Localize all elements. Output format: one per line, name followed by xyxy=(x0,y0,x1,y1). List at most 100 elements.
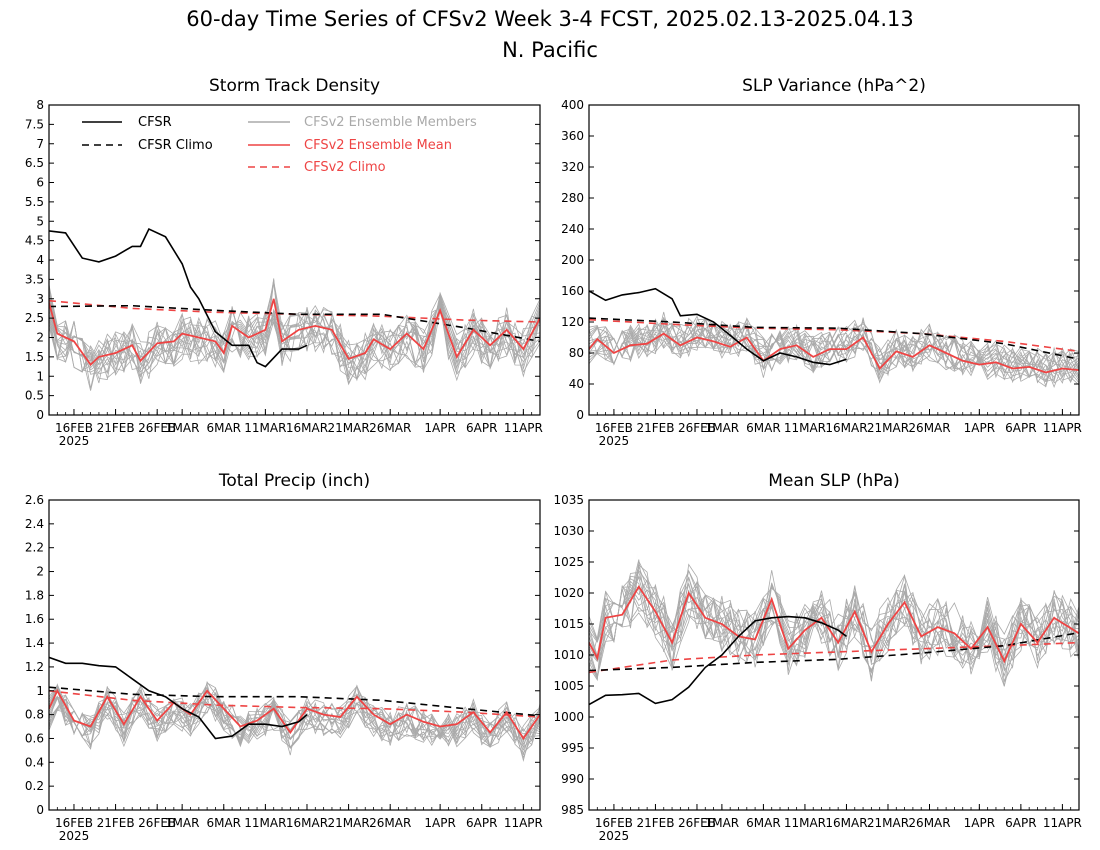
legend-label-cfsr: CFSR xyxy=(138,115,172,130)
x-tick-label: 26MAR xyxy=(908,816,950,830)
y-tick-label: 985 xyxy=(561,803,584,817)
x-tick-label: 1APR xyxy=(424,816,455,830)
x-tick-label: 21FEB xyxy=(636,816,674,830)
ensemble-member-line xyxy=(49,288,540,370)
panel-title: Mean SLP (hPa) xyxy=(768,471,900,491)
series-line-cfsv2-climo xyxy=(589,641,1079,674)
y-tick-label: 0.8 xyxy=(25,708,44,722)
series-line-cfsv2-ensemble-mean xyxy=(49,298,540,366)
x-tick-label: 11MAR xyxy=(784,421,826,435)
y-tick-label: 1.8 xyxy=(25,588,44,602)
x-tick-label: 6MAR xyxy=(206,421,241,435)
series-line-cfsr xyxy=(589,287,847,366)
panel-slp-variance: SLP Variance (hPa^2) 0 40 80 120 160 200 240 280… xyxy=(561,76,1082,448)
panel-storm-track-density: Storm Track Density 0 0.5 1 1.5 2 2.5 3 3.5 4 4.5 5… xyxy=(25,76,543,448)
ensemble-member-line xyxy=(49,279,540,382)
y-tick-label: 1.6 xyxy=(25,612,44,626)
ensemble-member-line xyxy=(49,281,540,382)
series-line-cfsr xyxy=(49,656,308,740)
y-tick-label: 4 xyxy=(36,253,44,267)
series-line-cfsv2-ensemble-mean xyxy=(589,585,1079,664)
ensemble-members xyxy=(49,278,540,391)
y-tick-label: 4.5 xyxy=(25,234,44,248)
x-tick-label: 21FEB xyxy=(97,421,135,435)
y-tick-label: 6 xyxy=(36,176,44,190)
y-tick-label: 320 xyxy=(561,160,584,174)
ensemble-member-line xyxy=(49,301,540,376)
x-tick-label: 1MAR xyxy=(705,421,740,435)
y-tick-label: 1020 xyxy=(553,586,584,600)
y-tick-label: 1010 xyxy=(553,648,584,662)
y-tick-label: 2.6 xyxy=(25,493,44,507)
y-tick-label: 1 xyxy=(36,684,44,698)
panel-title: Total Precip (inch) xyxy=(218,471,370,491)
x-tick-label: 16MAR xyxy=(825,816,867,830)
x-tick-label: 11MAR xyxy=(244,421,286,435)
y-tick-label: 2.5 xyxy=(25,311,44,325)
legend-label-cfsv2-climo: CFSv2 Climo xyxy=(304,160,386,175)
y-tick-label: 1030 xyxy=(553,524,584,538)
x-tick-label: 11APR xyxy=(1043,421,1082,435)
panel-title: SLP Variance (hPa^2) xyxy=(742,76,926,96)
x-tick-label: 11APR xyxy=(504,816,543,830)
x-tick-label: 6APR xyxy=(466,816,497,830)
x-tick-label: 16FEB xyxy=(55,421,93,435)
x-year-label: 2025 xyxy=(599,434,630,448)
plot-frame xyxy=(588,104,1080,416)
x-tick-label: 16FEB xyxy=(595,421,633,435)
x-tick-label: 26FEB xyxy=(138,421,176,435)
y-tick-label: 1035 xyxy=(553,493,584,507)
ensemble-member-line xyxy=(589,317,1079,384)
legend-label-mean: CFSv2 Ensemble Mean xyxy=(304,138,452,153)
y-tick-label: 1.4 xyxy=(25,636,44,650)
x-tick-label: 11APR xyxy=(1043,816,1082,830)
plot-area xyxy=(589,287,1079,389)
y-tick-label: 280 xyxy=(561,191,584,205)
figure-subtitle-region: N. Pacific xyxy=(502,38,598,62)
x-tick-label: 1APR xyxy=(964,816,995,830)
x-tick-label: 1MAR xyxy=(165,421,200,435)
y-tick-label: 0 xyxy=(576,408,584,422)
x-tick-label: 16MAR xyxy=(825,421,867,435)
x-year-label: 2025 xyxy=(599,829,630,843)
y-tick-label: 1 xyxy=(36,369,44,383)
series-line-cfsv2-ensemble-mean xyxy=(49,688,540,741)
x-tick-label: 21MAR xyxy=(867,421,909,435)
series-line-cfsv2-ensemble-mean xyxy=(589,332,1079,374)
plot-frame xyxy=(48,499,541,811)
y-tick-label: 7 xyxy=(36,137,44,151)
y-tick-label: 1025 xyxy=(553,555,584,569)
y-tick-label: 360 xyxy=(561,129,584,143)
x-tick-label: 21MAR xyxy=(328,816,370,830)
y-tick-label: 0 xyxy=(36,803,44,817)
y-tick-label: 1000 xyxy=(553,710,584,724)
figure-title: 60-day Time Series of CFSv2 Week 3-4 FCS… xyxy=(186,7,914,31)
y-tick-label: 0 xyxy=(36,408,44,422)
y-tick-label: 240 xyxy=(561,222,584,236)
y-tick-label: 990 xyxy=(561,772,584,786)
x-tick-label: 16FEB xyxy=(55,816,93,830)
y-tick-label: 995 xyxy=(561,741,584,755)
x-tick-label: 6MAR xyxy=(206,816,241,830)
x-tick-label: 11APR xyxy=(504,421,543,435)
y-tick-label: 3.5 xyxy=(25,272,44,286)
legend-label-members: CFSv2 Ensemble Members xyxy=(304,115,477,130)
ensemble-member-line xyxy=(49,684,540,759)
panel-mean-slp: Mean SLP (hPa) 985 990 995 1000 1005 1010 1015 1… xyxy=(553,471,1081,843)
plot-area xyxy=(49,656,540,762)
y-tick-label: 6.5 xyxy=(25,156,44,170)
ensemble-member-line xyxy=(589,569,1079,679)
series-line-cfsr xyxy=(49,227,308,368)
x-tick-label: 16FEB xyxy=(595,816,633,830)
x-tick-label: 6APR xyxy=(466,421,497,435)
y-tick-label: 0.6 xyxy=(25,731,44,745)
y-tick-label: 1005 xyxy=(553,679,584,693)
x-year-label: 2025 xyxy=(59,829,90,843)
ensemble-member-line xyxy=(589,563,1079,677)
ensemble-member-line xyxy=(49,282,540,384)
y-tick-label: 400 xyxy=(561,98,584,112)
ensemble-member-line xyxy=(49,283,540,375)
y-tick-label: 5 xyxy=(36,214,44,228)
x-tick-label: 1APR xyxy=(964,421,995,435)
x-tick-label: 6MAR xyxy=(746,816,781,830)
